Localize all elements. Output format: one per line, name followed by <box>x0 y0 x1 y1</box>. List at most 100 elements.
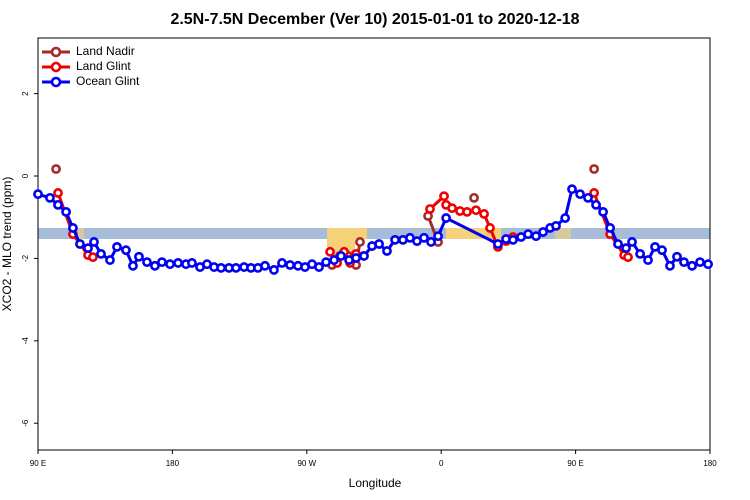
point <box>374 239 384 249</box>
point <box>589 164 600 174</box>
point <box>687 260 697 271</box>
point <box>538 227 548 237</box>
legend-marker <box>50 46 62 58</box>
point <box>390 234 400 245</box>
point <box>485 223 495 233</box>
point <box>231 262 241 273</box>
point <box>627 237 637 247</box>
point <box>53 199 63 210</box>
point <box>33 189 43 200</box>
point <box>269 265 279 275</box>
point <box>523 229 534 240</box>
point <box>173 258 183 268</box>
point <box>128 260 138 271</box>
x-tick-label: 90 E <box>567 459 583 468</box>
point <box>88 252 98 263</box>
point <box>157 257 167 268</box>
point <box>441 213 452 223</box>
point <box>598 206 608 217</box>
legend-marker <box>50 61 62 73</box>
point <box>665 260 675 271</box>
point <box>433 231 443 242</box>
point <box>142 257 152 268</box>
point <box>277 258 287 268</box>
legend-label: Land Nadir <box>76 44 135 58</box>
point <box>703 259 713 270</box>
point <box>314 262 324 272</box>
point <box>75 239 85 249</box>
point <box>605 223 615 233</box>
point <box>679 257 689 268</box>
chart-title: 2.5N-7.5N December (Ver 10) 2015-01-01 t… <box>170 11 579 28</box>
point <box>469 192 479 203</box>
point <box>479 209 489 219</box>
point <box>508 234 518 245</box>
x-axis-label: Longitude <box>349 476 402 490</box>
point <box>419 232 429 243</box>
point <box>285 260 295 270</box>
point <box>150 260 160 271</box>
x-tick-label: 180 <box>703 459 717 468</box>
point <box>575 189 585 200</box>
y-tick-label: 0 <box>21 173 30 178</box>
point <box>105 255 115 265</box>
point <box>68 223 78 233</box>
point <box>531 231 541 242</box>
plot-frame <box>37 37 711 451</box>
point <box>336 251 346 261</box>
point <box>493 239 503 249</box>
point <box>134 251 144 262</box>
point <box>567 184 577 195</box>
x-tick-label: 180 <box>166 459 180 468</box>
point <box>471 205 481 216</box>
point <box>325 246 335 257</box>
point <box>45 192 55 203</box>
point <box>121 245 131 256</box>
point <box>321 257 331 268</box>
point <box>112 241 122 252</box>
legend-label: Ocean Glint <box>76 74 140 88</box>
x-tick-label: 90 W <box>297 459 316 468</box>
y-tick-label: 2 <box>21 91 30 96</box>
point <box>426 237 436 247</box>
point <box>613 239 623 249</box>
y-tick-label: -6 <box>21 419 30 427</box>
y-tick-label: -2 <box>21 254 30 262</box>
point <box>425 204 435 214</box>
x-tick-label: 0 <box>439 459 444 468</box>
point <box>439 191 449 202</box>
point <box>695 257 705 268</box>
point <box>672 251 682 262</box>
point <box>61 206 71 217</box>
point <box>447 203 458 214</box>
point <box>165 259 175 270</box>
legend-marker <box>50 76 62 88</box>
point <box>382 246 392 256</box>
point <box>216 262 226 273</box>
point <box>635 248 646 259</box>
point <box>657 245 667 256</box>
x-tick-label: 90 E <box>30 459 46 468</box>
point <box>260 260 270 271</box>
point <box>187 258 197 268</box>
point <box>643 255 653 265</box>
point <box>53 188 63 198</box>
point <box>623 252 633 263</box>
point <box>89 237 99 247</box>
point <box>329 255 340 265</box>
point <box>51 164 61 174</box>
point <box>359 251 369 261</box>
point <box>621 243 631 254</box>
point <box>589 188 600 198</box>
y-axis-label: XCO2 - MLO trend (ppm) <box>0 177 14 312</box>
point <box>591 199 601 210</box>
point <box>560 213 571 223</box>
y-tick-label: -4 <box>21 337 30 345</box>
point <box>351 253 361 263</box>
point <box>551 220 561 231</box>
point <box>583 192 593 203</box>
legend-label: Land Glint <box>76 59 131 73</box>
point <box>462 206 472 217</box>
point <box>355 237 365 247</box>
